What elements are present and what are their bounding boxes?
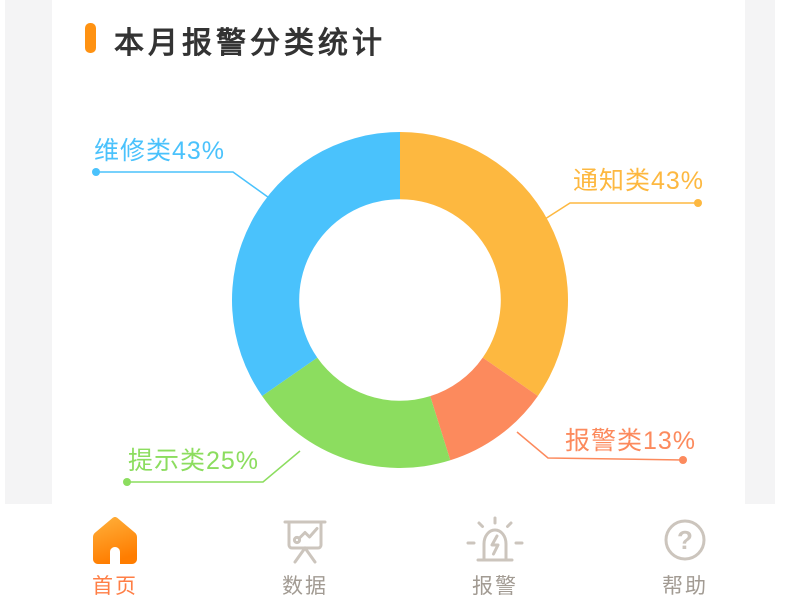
- slice-label-repair: 维修类43%: [94, 137, 226, 165]
- data-chart-icon: [279, 513, 331, 567]
- donut-slice-报警类[interactable]: [430, 357, 538, 461]
- leader-line-notify: [544, 202, 698, 220]
- bottom-tab-bar: 首页 数据: [0, 504, 800, 600]
- data-chart-icon-svg: [283, 520, 327, 564]
- label-leader-lines: [92, 168, 702, 486]
- slice-label-notify: 通知类43%: [573, 167, 705, 195]
- svg-text:?: ?: [677, 525, 693, 555]
- tab-data-label: 数据: [282, 575, 328, 598]
- tab-help-label: 帮助: [662, 575, 708, 598]
- donut-slice-提示类[interactable]: [262, 357, 451, 469]
- donut-slice-通知类[interactable]: [400, 132, 568, 396]
- home-icon: [91, 513, 139, 567]
- leader-dot-notify: [694, 199, 702, 207]
- help-icon-svg: ?: [664, 519, 706, 561]
- tab-alarm-label: 报警: [472, 575, 518, 598]
- leader-dot-alarm: [679, 456, 687, 464]
- slice-label-alarm: 报警类13%: [565, 427, 697, 455]
- tab-data[interactable]: 数据: [245, 504, 365, 600]
- title-accent-bar: [85, 23, 96, 53]
- leader-line-repair: [96, 171, 273, 201]
- card-header: 本月报警分类统计: [52, 0, 745, 70]
- donut-chart-svg: [92, 132, 702, 486]
- alarm-siren-icon-svg: [466, 516, 524, 562]
- leader-dot-repair: [92, 168, 100, 176]
- donut-chart: 通知类43% 报警类13% 提示类25% 维修类43%: [52, 0, 745, 504]
- stats-card: 本月报警分类统计 通知类43% 报警类13% 提示类25% 维修类43: [52, 0, 745, 504]
- leader-line-alarm: [516, 431, 684, 461]
- tab-home-label: 首页: [92, 575, 138, 598]
- help-icon: ?: [663, 513, 707, 567]
- leader-line-tip: [127, 450, 301, 483]
- tab-home[interactable]: 首页: [55, 504, 175, 600]
- tab-alarm[interactable]: 报警: [435, 504, 555, 600]
- donut-slice-维修类[interactable]: [232, 132, 400, 396]
- alarm-siren-icon: [466, 513, 524, 567]
- home-icon-svg: [93, 517, 137, 564]
- donut-ring: [232, 132, 568, 469]
- slice-label-tip: 提示类25%: [128, 447, 260, 475]
- leader-dot-tip: [123, 478, 131, 486]
- page-title: 本月报警分类统计: [114, 27, 386, 60]
- tab-help[interactable]: ? 帮助: [625, 504, 745, 600]
